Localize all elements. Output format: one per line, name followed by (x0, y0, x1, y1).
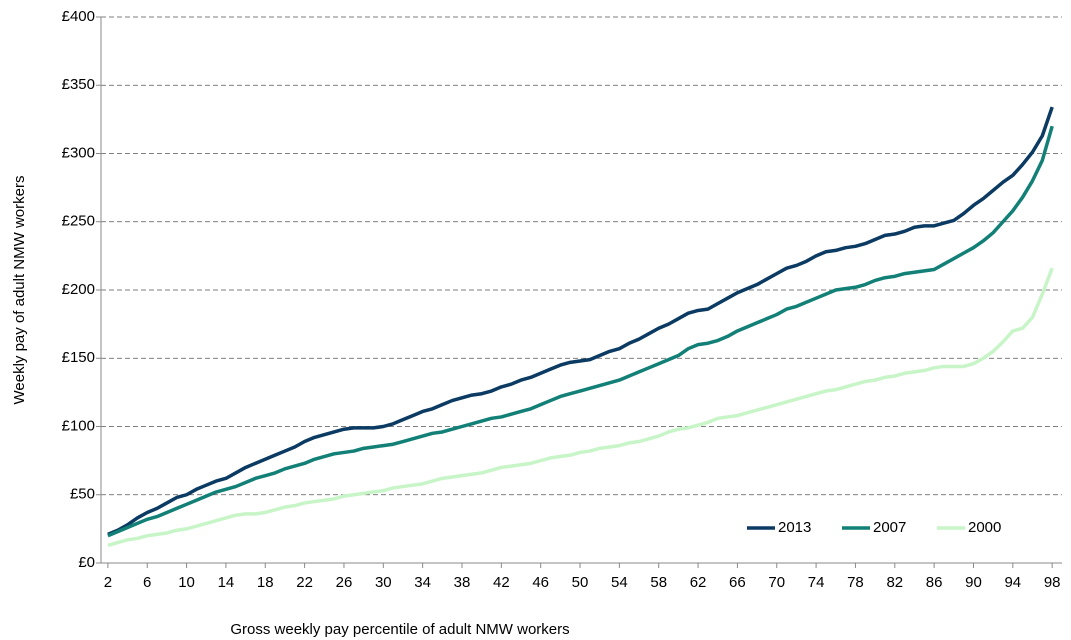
y-tick-label: £200 (62, 281, 95, 298)
series-line (107, 267, 1054, 547)
legend-label: 2000 (968, 519, 1001, 536)
x-tick-label: 54 (611, 574, 628, 591)
x-tick-label: 42 (493, 574, 510, 591)
x-tick-label: 70 (768, 574, 785, 591)
legend-label: 2013 (778, 519, 811, 536)
x-tick-label: 2 (104, 574, 112, 591)
x-tick-label: 6 (143, 574, 151, 591)
y-tick-label: £300 (62, 144, 95, 161)
series-line (107, 106, 1054, 536)
y-tick-label: £250 (62, 213, 95, 230)
x-tick-label: 82 (886, 574, 903, 591)
y-tick-label: £350 (62, 76, 95, 93)
x-tick-label: 74 (808, 574, 825, 591)
x-axis-label: Gross weekly pay percentile of adult NMW… (230, 621, 569, 638)
x-tick-label: 98 (1044, 574, 1061, 591)
y-axis-label: Weekly pay of adult NMW workers (11, 176, 28, 405)
x-tick-label: 46 (532, 574, 549, 591)
y-tick-label: £400 (62, 8, 95, 25)
y-tick-label: £50 (70, 486, 95, 503)
legend-label: 2007 (873, 519, 906, 536)
x-tick-label: 38 (454, 574, 471, 591)
y-tick-label: £0 (78, 554, 95, 571)
x-tick-label: 66 (729, 574, 746, 591)
x-tick-label: 50 (572, 574, 589, 591)
x-tick-label: 94 (1004, 574, 1021, 591)
x-tick-label: 86 (926, 574, 943, 591)
x-tick-label: 14 (218, 574, 235, 591)
x-tick-label: 62 (690, 574, 707, 591)
x-tick-label: 26 (336, 574, 353, 591)
x-tick-label: 30 (375, 574, 392, 591)
series-line (107, 125, 1054, 538)
x-tick-label: 18 (257, 574, 274, 591)
x-tick-label: 34 (414, 574, 431, 591)
y-tick-label: £100 (62, 417, 95, 434)
y-tick-label: £150 (62, 349, 95, 366)
x-tick-label: 10 (178, 574, 195, 591)
x-tick-label: 58 (650, 574, 667, 591)
x-tick-label: 78 (847, 574, 864, 591)
x-tick-label: 90 (965, 574, 982, 591)
x-tick-label: 22 (296, 574, 313, 591)
